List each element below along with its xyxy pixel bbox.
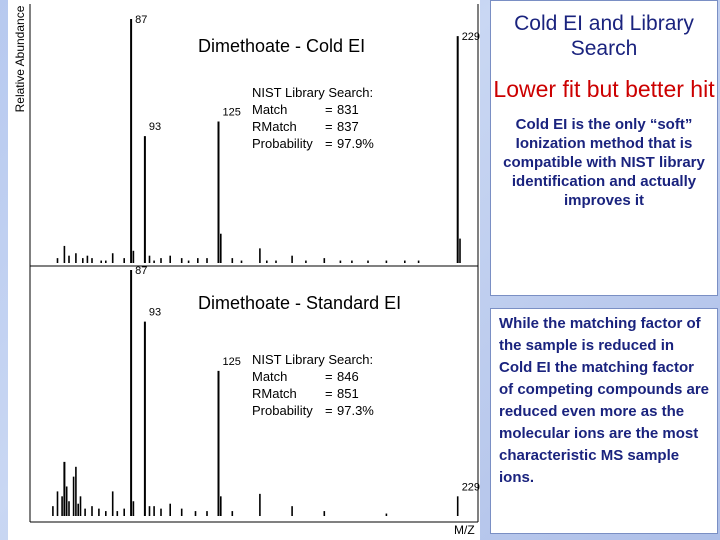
matching-factor-box: While the matching factor of the sample …	[490, 308, 718, 534]
cold-ei-peak-label: 229	[462, 31, 480, 43]
cold-ei-peak-label: 93	[149, 121, 161, 133]
standard-ei-nist-row-eq: =	[325, 369, 333, 384]
y-axis-label: Relative Abundance	[13, 5, 27, 113]
cold-ei-nist-heading: NIST Library Search:	[252, 85, 373, 100]
cold-ei-nist-row-name: Probability	[252, 136, 313, 151]
cold-ei-nist-row-value: 97.9%	[337, 136, 374, 151]
info-heading: Cold EI and Library Search	[514, 12, 694, 60]
standard-ei-peak-label: 93	[149, 307, 161, 319]
cold-ei-nist-row-eq: =	[325, 119, 333, 134]
standard-ei-nist-row-eq: =	[325, 386, 333, 401]
standard-ei-peak-label: 125	[223, 356, 241, 368]
standard-ei-title: Dimethoate - Standard EI	[198, 293, 401, 313]
info-subheading: Lower fit but better hit	[493, 76, 715, 102]
cold-ei-nist-row-name: Match	[252, 102, 287, 117]
spectrum-panel: 87 93 125 229 Dimethoate - Cold EI NIST Libra…	[8, 0, 480, 540]
cold-ei-nist-row-eq: =	[325, 136, 333, 151]
cold-ei-peak-label: 87	[135, 14, 147, 26]
cold-ei-nist-row-value: 831	[337, 102, 359, 117]
standard-ei-nist-row-value: 846	[337, 369, 359, 384]
standard-ei-nist-row-value: 851	[337, 386, 359, 401]
x-axis-label: M/Z	[454, 523, 475, 537]
cold-ei-nist-row-eq: =	[325, 102, 333, 117]
cold-ei-nist-row-name: RMatch	[252, 119, 297, 134]
standard-ei-nist-row-value: 97.3%	[337, 403, 374, 418]
standard-ei-nist-row-name: RMatch	[252, 386, 297, 401]
standard-ei-nist-row-name: Match	[252, 369, 287, 384]
standard-ei-nist-heading: NIST Library Search:	[252, 352, 373, 367]
standard-ei-peak-label: 87	[135, 265, 147, 277]
info-description: Cold EI is the only “soft” Ionization me…	[503, 116, 705, 209]
standard-ei-nist-row-eq: =	[325, 403, 333, 418]
cold-ei-title: Dimethoate - Cold EI	[198, 36, 365, 56]
cold-ei-nist-row-value: 837	[337, 119, 359, 134]
standard-ei-nist-row-name: Probability	[252, 403, 313, 418]
cold-ei-info-box: Cold EI and Library Search Lower fit but…	[490, 0, 718, 296]
spectrum-svg: 87 93 125 229 Dimethoate - Cold EI NIST Libra…	[29, 4, 480, 537]
standard-ei-peak-label: 229	[462, 481, 480, 493]
matching-factor-text: While the matching factor of the sample …	[499, 315, 710, 486]
cold-ei-peak-label: 125	[223, 106, 241, 118]
